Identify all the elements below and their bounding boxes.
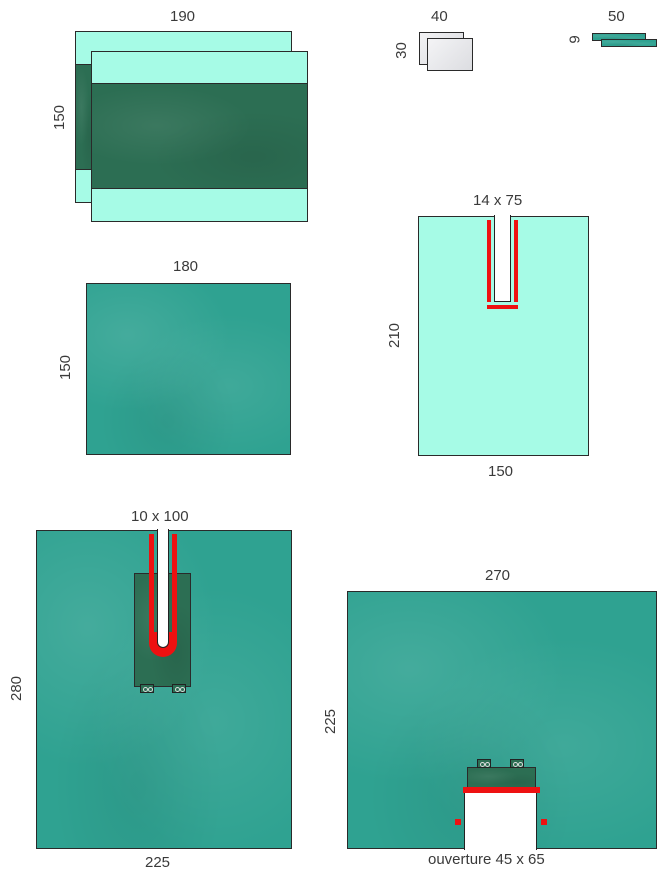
strip-width-label: 50 bbox=[608, 8, 625, 25]
opening-drape-clip-left bbox=[477, 759, 491, 768]
u-drape-height-label: 210 bbox=[386, 322, 404, 349]
opening-drape-width-label: 270 bbox=[485, 567, 511, 584]
opening-drape-opening bbox=[464, 790, 537, 850]
split-drape-adhesive-right bbox=[172, 534, 177, 634]
gauze-width-label: 40 bbox=[431, 8, 448, 25]
double-drape-width-label: 190 bbox=[170, 8, 196, 25]
u-drape-adhesive-bottom bbox=[487, 305, 518, 309]
split-drape-clip-right bbox=[172, 684, 186, 693]
strip-height-label: 9 bbox=[566, 35, 584, 44]
gauze-height-label: 30 bbox=[392, 42, 410, 59]
drape-sheet-height-label: 150 bbox=[57, 354, 75, 381]
front-drape-band bbox=[91, 83, 308, 189]
opening-drape-height-label: 225 bbox=[322, 708, 340, 735]
u-drape-adhesive-right bbox=[514, 220, 518, 302]
u-drape-width-label: 150 bbox=[488, 463, 514, 480]
strip-front bbox=[601, 39, 657, 47]
split-drape-adhesive-left bbox=[149, 534, 154, 634]
drape-sheet-width-label: 180 bbox=[173, 258, 199, 275]
opening-drape-adhesive-bar bbox=[463, 787, 540, 793]
split-drape-slot bbox=[157, 529, 169, 648]
split-drape-width-label: 225 bbox=[145, 854, 171, 871]
opening-drape-body bbox=[347, 591, 657, 849]
opening-drape-marker-left bbox=[455, 819, 461, 825]
split-drape-clip-left bbox=[140, 684, 154, 693]
u-drape-slot-label: 14 x 75 bbox=[473, 192, 523, 209]
opening-drape-opening-label: ouverture 45 x 65 bbox=[428, 851, 545, 868]
u-drape-slot bbox=[494, 215, 511, 302]
double-drape-height-label: 150 bbox=[51, 104, 69, 131]
opening-drape-clip-right bbox=[510, 759, 524, 768]
opening-drape-marker-right bbox=[541, 819, 547, 825]
split-drape-height-label: 280 bbox=[8, 675, 26, 702]
drape-sheet-body bbox=[86, 283, 291, 455]
split-drape-slot-label: 10 x 100 bbox=[131, 508, 189, 525]
gauze-pad-front bbox=[427, 38, 473, 71]
u-drape-adhesive-left bbox=[487, 220, 491, 302]
opening-drape-reinforcement bbox=[467, 767, 536, 790]
